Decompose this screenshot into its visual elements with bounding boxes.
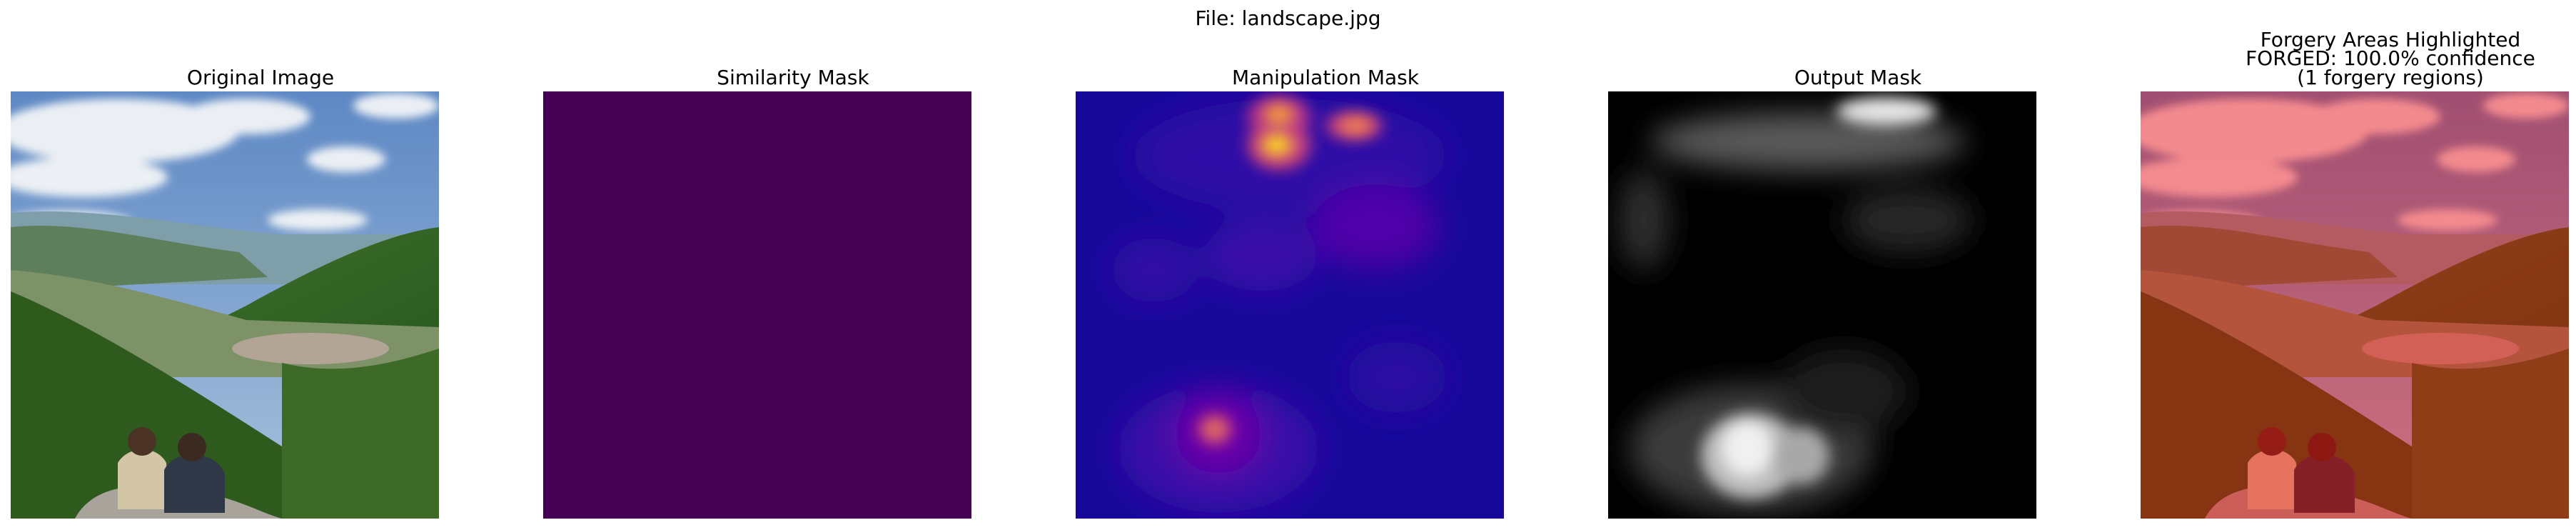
figure-title: File: landscape.jpg [1195,6,1381,30]
output-mask-title: Output Mask [1794,66,1922,89]
output-mask [1608,91,2036,519]
original-image-title: Original Image [186,66,335,89]
similarity-mask-title: Similarity Mask [717,66,869,89]
forgery-title-line-3: (1 forgery regions) [2297,66,2484,89]
manipulation-mask-title: Manipulation Mask [1232,66,1419,89]
forgery-title-line-1: Forgery Areas Highlighted [2260,28,2521,51]
forgery-title-line-2: FORGED: 100.0% confidence [2246,46,2535,70]
forgery-overlay-image [2141,91,2569,519]
original-image [11,91,439,519]
similarity-mask [543,91,971,519]
manipulation-mask [1076,91,1504,519]
